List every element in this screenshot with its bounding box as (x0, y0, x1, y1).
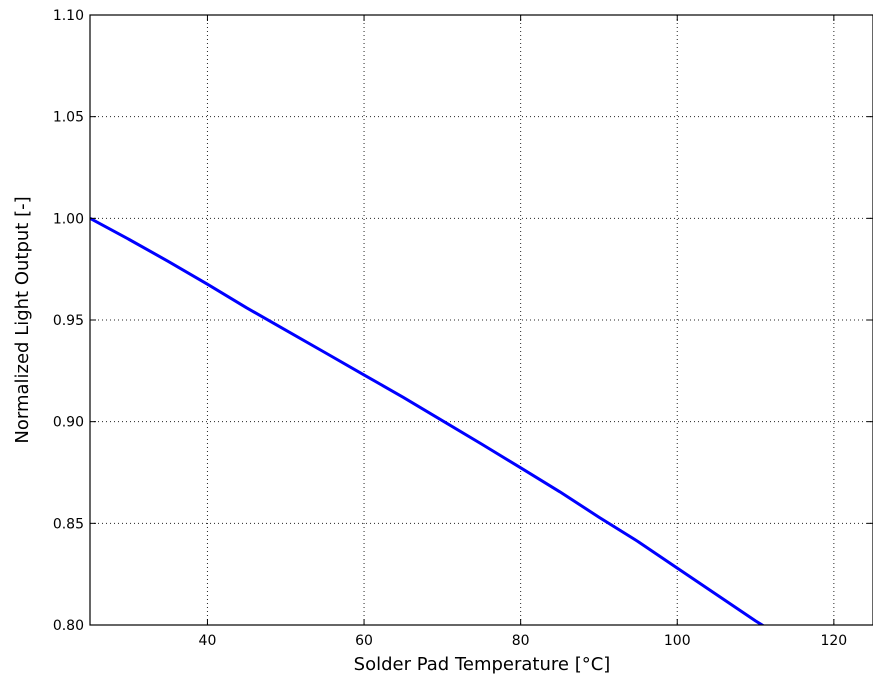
x-tick-label: 80 (512, 633, 530, 649)
grid-layer (90, 14, 873, 626)
y-tick-label: 1.00 (53, 211, 84, 227)
x-tick-label: 40 (199, 633, 217, 649)
y-tick-label: 0.90 (53, 415, 84, 431)
x-tick-label: 120 (820, 633, 847, 649)
series-line (90, 216, 765, 625)
y-tick-label: 0.95 (53, 313, 84, 329)
label-layer: 40 60 80 100 120 0.80 0.85 0.90 0.95 1.00 1.05 1.10 (53, 8, 847, 649)
x-axis-title: Solder Pad Temperature [°C] (354, 654, 611, 675)
x-tick-label: 60 (355, 633, 373, 649)
y-tick-label: 0.80 (53, 618, 84, 634)
y-tick-label: 1.10 (53, 8, 84, 24)
y-tick-label: 0.85 (53, 516, 84, 532)
series-layer (90, 216, 765, 625)
tick-layer (90, 14, 873, 626)
y-tick-label: 1.05 (53, 110, 84, 126)
y-axis-title: Normalized Light Output [-] (12, 196, 33, 443)
x-tick-label: 100 (664, 633, 691, 649)
